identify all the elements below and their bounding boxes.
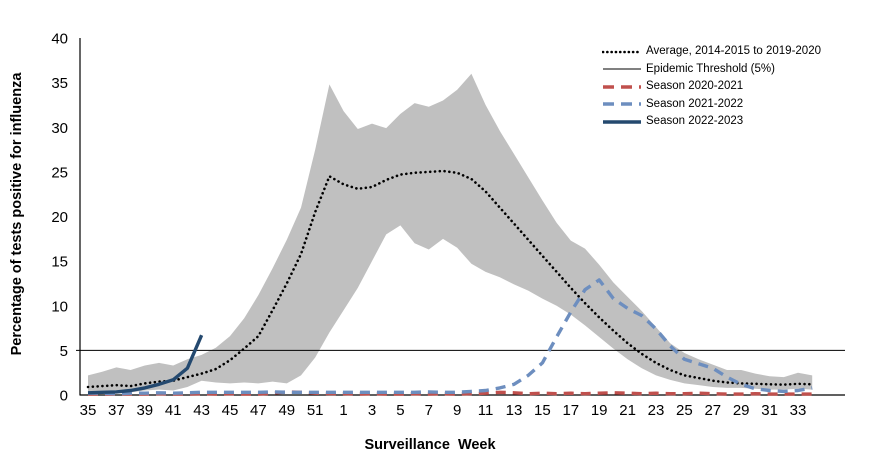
legend-label-season-2020-2021: Season 2020-2021	[646, 80, 744, 92]
x-tick-label: 43	[193, 402, 210, 419]
y-tick-label: 25	[51, 164, 68, 181]
x-tick-label: 17	[562, 402, 579, 419]
series-line-0	[86, 169, 814, 389]
x-tick-label: 21	[619, 402, 636, 419]
x-tick-label: 1	[339, 402, 347, 419]
series-line-4	[87, 334, 204, 395]
legend-label-season-2022-2023: Season 2022-2023	[646, 115, 744, 127]
x-tick-label: 51	[307, 402, 324, 419]
x-axis-title: Surveillance Week	[364, 437, 496, 453]
y-tick-label: 20	[51, 209, 68, 226]
x-tick-label: 23	[648, 402, 665, 419]
x-tick-label: 9	[453, 402, 461, 419]
x-tick-label: 31	[761, 402, 778, 419]
legend-label-season-2021-2022: Season 2021-2022	[646, 97, 744, 110]
legend: Average, 2014-2015 to 2019-2020 Epidemic…	[602, 43, 821, 131]
thin-line-swatch	[603, 68, 641, 70]
x-tick-label: 19	[591, 402, 608, 419]
legend-label-epidemic-threshold: Epidemic Threshold (5%)	[646, 62, 775, 75]
y-tick-label: 40	[51, 31, 68, 48]
y-tick-label: 30	[51, 120, 68, 137]
legend-item-season-2020-2021: Season 2020-2021	[602, 78, 821, 96]
legend-item-season-2021-2022: Season 2021-2022	[602, 96, 821, 114]
x-tick-label: 5	[396, 402, 404, 419]
y-tick-label: 35	[51, 75, 68, 92]
x-tick-label: 45	[222, 402, 239, 419]
x-tick-label: 35	[80, 402, 97, 419]
y-tick-label: 5	[60, 343, 68, 360]
legend-label-average: Average, 2014-2015 to 2019-2020	[646, 45, 821, 57]
x-tick-label: 27	[704, 402, 721, 419]
y-tick-label: 0	[60, 388, 68, 405]
x-tick-label: 33	[790, 402, 807, 419]
x-tick-label: 41	[165, 402, 182, 419]
y-axis-title: Percentage of tests positive for influen…	[9, 72, 25, 356]
x-tick-label: 13	[506, 402, 523, 419]
x-tick-label: 29	[733, 402, 750, 419]
x-tick-label: 47	[250, 402, 267, 419]
navy-solid-line-swatch	[603, 120, 641, 124]
red-dashed-line-swatch	[603, 85, 641, 89]
x-tick-label: 25	[676, 402, 693, 419]
x-tick-label: 49	[278, 402, 295, 419]
x-tick-label: 3	[368, 402, 376, 419]
x-tick-label: 39	[136, 402, 153, 419]
x-tick-label: 15	[534, 402, 551, 419]
series-line-3	[88, 278, 813, 396]
legend-item-season-2022-2023: Season 2022-2023	[602, 113, 821, 131]
x-tick-label: 11	[478, 402, 494, 419]
dotted-line-swatch	[602, 50, 642, 54]
x-tick-label: 7	[425, 402, 433, 419]
min-max-range-band	[88, 73, 813, 393]
legend-item-epidemic-threshold: Epidemic Threshold (5%)	[602, 61, 821, 79]
legend-item-average: Average, 2014-2015 to 2019-2020	[602, 43, 821, 61]
y-tick-label: 15	[51, 254, 68, 271]
x-tick-label: 37	[108, 402, 125, 419]
y-tick-label: 10	[51, 298, 68, 315]
blue-dashed-line-swatch	[603, 102, 641, 106]
